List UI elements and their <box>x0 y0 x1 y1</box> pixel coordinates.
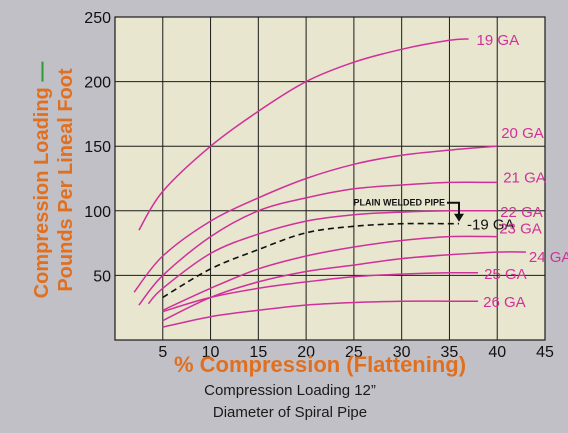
series-label-9: 26 GA <box>483 294 526 311</box>
series-line-2 <box>133 145 498 293</box>
annotation-arrow-head <box>454 213 464 222</box>
series-label-4: 22 GA <box>500 204 543 221</box>
x-tick-label: 40 <box>488 344 506 361</box>
x-tick-label: 25 <box>345 344 363 361</box>
x-tick-label: 10 <box>202 344 220 361</box>
y-axis-title-line1: Compression Loading — <box>31 62 53 299</box>
caption-line-1: Compression Loading 12” <box>204 382 376 399</box>
caption-line-2: Diameter of Spiral Pipe <box>212 404 368 421</box>
x-tick-label: 15 <box>249 344 267 361</box>
series-label-3: 21 GA <box>503 169 546 186</box>
series-line-7 <box>162 251 526 322</box>
y-tick-label: 50 <box>93 268 111 285</box>
series-label-6: 23 GA <box>499 221 542 238</box>
series-line-4 <box>147 209 498 305</box>
annotation-label: PLAIN WELDED PIPE <box>353 198 445 208</box>
x-tick-label: 45 <box>536 344 554 361</box>
series-line-3 <box>138 181 498 306</box>
series-label-2: 20 GA <box>501 125 544 142</box>
y-axis-title-group: Compression Loading — Pounds Per Lineal F… <box>31 62 77 299</box>
series-label-7: 24 GA <box>529 249 568 266</box>
y-tick-label: 250 <box>84 10 111 27</box>
series-line-5 <box>162 222 459 299</box>
x-tick-label: 5 <box>158 344 167 361</box>
series-line-9 <box>162 300 479 328</box>
series-line-8 <box>162 271 479 313</box>
y-tick-label: 200 <box>84 75 111 92</box>
x-tick-label: 35 <box>441 344 459 361</box>
series-line-6 <box>162 235 498 311</box>
x-axis-title: % Compression (Flattening) <box>174 352 466 377</box>
y-axis-title-line2: Pounds Per Lineal Foot <box>55 68 77 292</box>
annotation-arrow-shaft <box>447 201 460 215</box>
series-label-5: -19 GA <box>467 217 515 234</box>
x-tick-label: 20 <box>297 344 315 361</box>
series-label-8: 25 GA <box>484 266 527 283</box>
plot-area <box>114 16 546 341</box>
y-axis-title-dash: — <box>31 62 53 82</box>
x-tick-label: 30 <box>393 344 411 361</box>
series-line-1 <box>138 38 469 231</box>
series-label-1: 19 GA <box>477 32 520 49</box>
y-tick-label: 150 <box>84 139 111 156</box>
y-tick-label: 100 <box>84 204 111 221</box>
